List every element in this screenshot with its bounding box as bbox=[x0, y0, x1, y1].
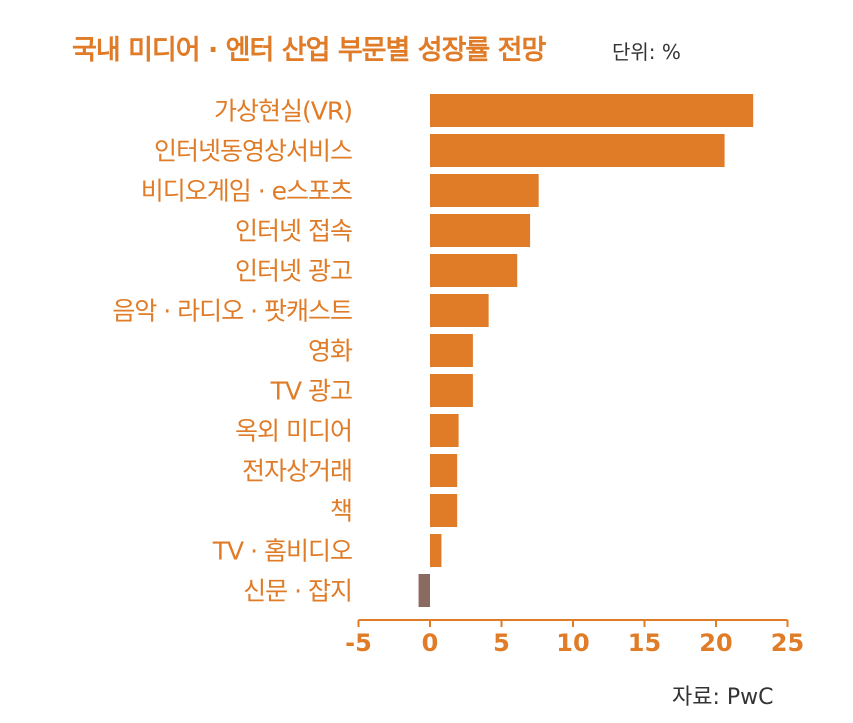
category-label: 음악 · 라디오 · 팟캐스트 bbox=[112, 297, 352, 326]
x-tick-label: 5 bbox=[493, 629, 510, 657]
category-label: 옥외 미디어 bbox=[235, 417, 352, 446]
bar bbox=[430, 174, 539, 207]
bar bbox=[430, 374, 473, 407]
x-tick-label: -5 bbox=[345, 629, 372, 657]
bar bbox=[430, 254, 518, 287]
bar bbox=[430, 534, 442, 567]
x-tick-label: 0 bbox=[422, 629, 439, 657]
category-label: 영화 bbox=[308, 337, 353, 366]
bar bbox=[430, 134, 725, 167]
category-label: TV 광고 bbox=[270, 377, 352, 406]
x-tick-label: 25 bbox=[771, 629, 804, 657]
bar bbox=[430, 94, 754, 127]
bars bbox=[418, 94, 754, 607]
bar bbox=[430, 414, 459, 447]
category-label: 인터넷 광고 bbox=[235, 257, 352, 286]
category-label: 책 bbox=[330, 497, 352, 526]
x-axis: -5 0 5 10 15 20 25 bbox=[345, 619, 804, 657]
category-label: 인터넷동영상서비스 bbox=[154, 137, 352, 166]
category-label: 비디오게임 · e스포츠 bbox=[141, 177, 352, 206]
x-tick-label: 10 bbox=[556, 629, 589, 657]
bar bbox=[430, 454, 458, 487]
category-label: 전자상거래 bbox=[242, 457, 352, 486]
category-label: TV · 홈비디오 bbox=[212, 537, 352, 566]
category-label: 가상현실(VR) bbox=[214, 97, 352, 126]
bar bbox=[430, 334, 473, 367]
source-note: 자료: PwC bbox=[672, 685, 774, 710]
unit-label: 단위: % bbox=[612, 40, 681, 64]
bar bbox=[430, 214, 531, 247]
x-tick-label: 15 bbox=[628, 629, 661, 657]
category-label: 인터넷 접속 bbox=[235, 217, 352, 246]
x-tick-label: 20 bbox=[699, 629, 732, 657]
bar bbox=[418, 574, 430, 607]
bar bbox=[430, 494, 458, 527]
bar bbox=[430, 294, 489, 327]
chart-title: 국내 미디어 · 엔터 산업 부문별 성장률 전망 bbox=[72, 35, 546, 66]
category-label: 신문 · 잡지 bbox=[243, 577, 352, 606]
